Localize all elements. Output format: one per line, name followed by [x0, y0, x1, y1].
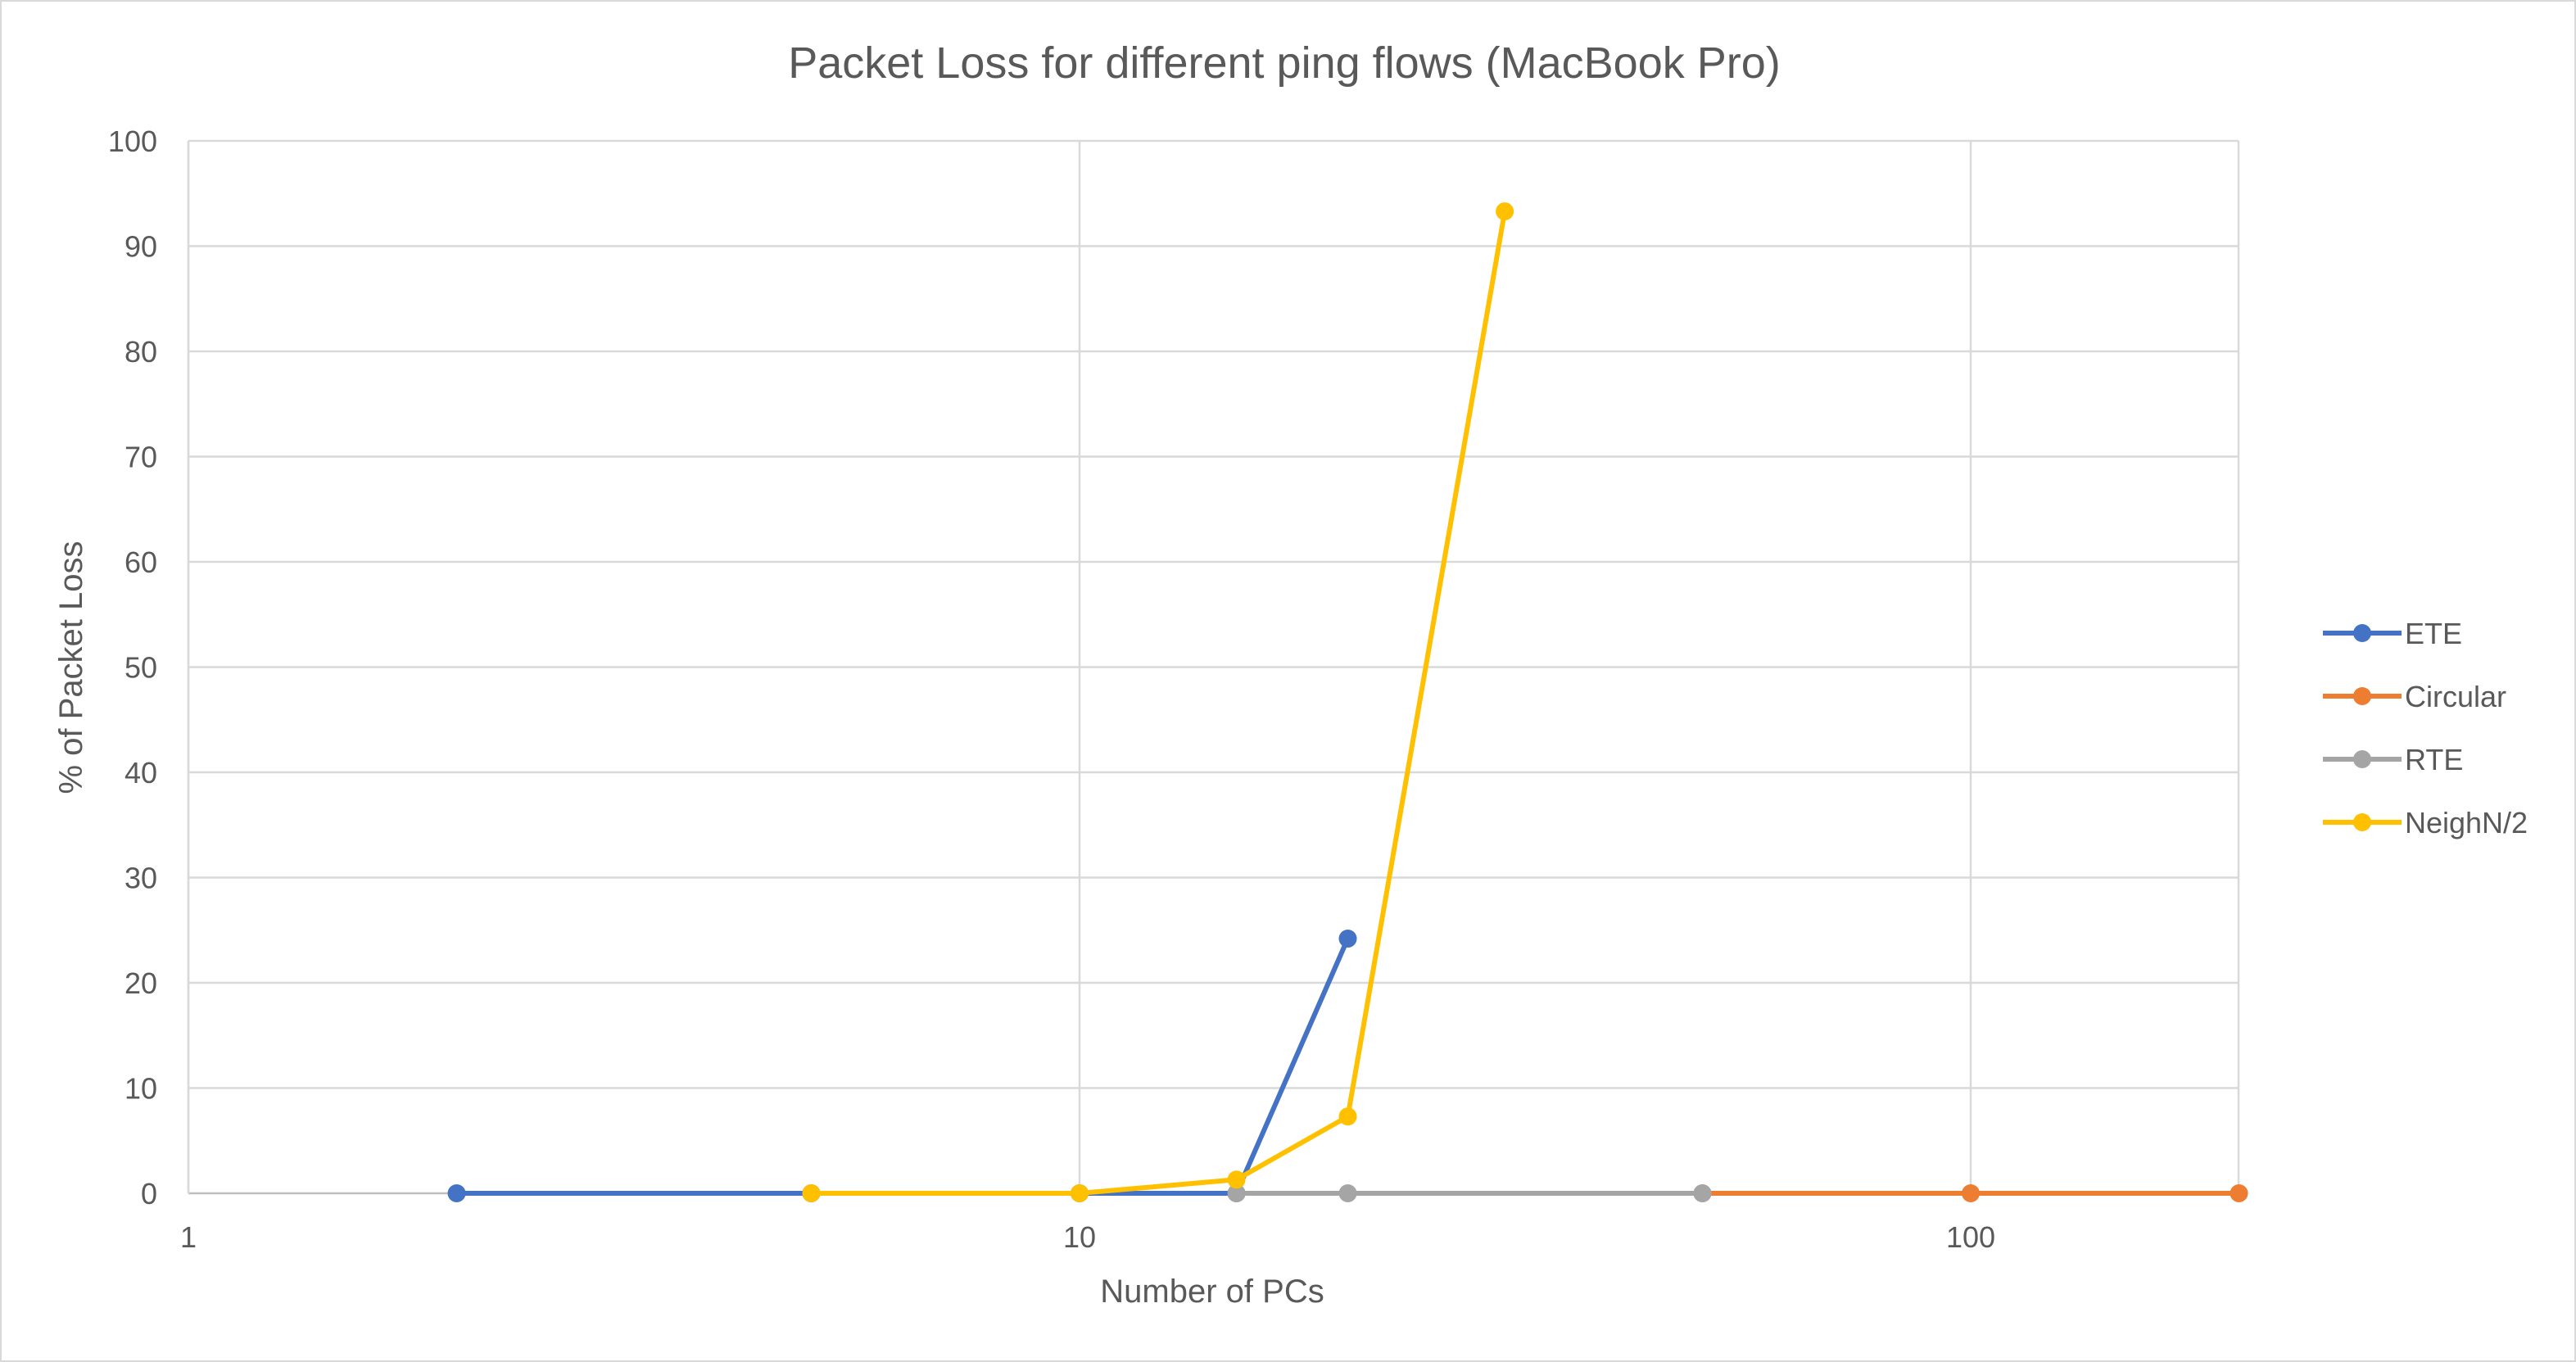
- y-tick-label: 10: [124, 1072, 157, 1106]
- y-tick-label: 70: [124, 441, 157, 474]
- series-line-ete: [454, 936, 1351, 1196]
- y-axis-title: % of Packet Loss: [53, 541, 89, 794]
- legend-swatch-marker: [2353, 624, 2371, 642]
- legend-label: RTE: [2405, 743, 2463, 776]
- data-point-neighn-2: [802, 1184, 821, 1202]
- series-line-neighn-2: [808, 209, 1508, 1196]
- legend-label: Circular: [2405, 680, 2506, 713]
- legend-item-rte: RTE: [2323, 743, 2463, 776]
- data-point-ete: [1338, 930, 1357, 948]
- legend-swatch-marker: [2353, 813, 2371, 831]
- y-tick-label: 50: [124, 651, 157, 685]
- x-tick-label: 1: [180, 1220, 197, 1254]
- gridlines: [187, 139, 2240, 1193]
- data-point-circular: [1962, 1184, 1980, 1202]
- y-tick-label: 20: [124, 966, 157, 1000]
- y-tick-label: 60: [124, 545, 157, 579]
- y-tick-label: 80: [124, 335, 157, 369]
- series-lines: [447, 202, 2248, 1202]
- y-tick-label: 40: [124, 756, 157, 790]
- legend: ETE Circular RTE NeighN/2: [2323, 617, 2528, 839]
- data-point-rte: [1338, 1184, 1357, 1202]
- legend-swatch-marker: [2353, 750, 2371, 768]
- legend-item-neighn-2: NeighN/2: [2323, 806, 2528, 839]
- series-neighn-2: [802, 202, 1514, 1202]
- chart-title: Packet Loss for different ping flows (Ma…: [788, 38, 1781, 88]
- x-tick-label: 100: [1946, 1220, 1995, 1254]
- y-tick-label: 100: [108, 124, 157, 158]
- legend-label: ETE: [2405, 617, 2462, 650]
- data-point-rte: [1227, 1184, 1246, 1202]
- data-point-neighn-2: [1071, 1184, 1089, 1202]
- y-tick-label: 0: [141, 1177, 157, 1210]
- legend-label: NeighN/2: [2405, 806, 2528, 839]
- legend-item-circular: Circular: [2323, 680, 2506, 713]
- data-point-rte: [1693, 1184, 1712, 1202]
- x-tick-label: 10: [1063, 1220, 1096, 1254]
- x-axis-title: Number of PCs: [1100, 1274, 1324, 1310]
- series-circular: [1693, 1184, 2248, 1202]
- y-tick-label: 90: [124, 230, 157, 264]
- data-point-neighn-2: [1496, 202, 1514, 221]
- data-point-circular: [2230, 1184, 2248, 1202]
- legend-swatch-marker: [2353, 687, 2371, 705]
- data-point-ete: [447, 1184, 466, 1202]
- series-rte: [1227, 1184, 1712, 1202]
- legend-item-ete: ETE: [2323, 617, 2462, 650]
- data-point-neighn-2: [1227, 1170, 1246, 1189]
- y-tick-label: 30: [124, 862, 157, 895]
- series-ete: [447, 930, 1357, 1202]
- data-point-neighn-2: [1338, 1107, 1357, 1126]
